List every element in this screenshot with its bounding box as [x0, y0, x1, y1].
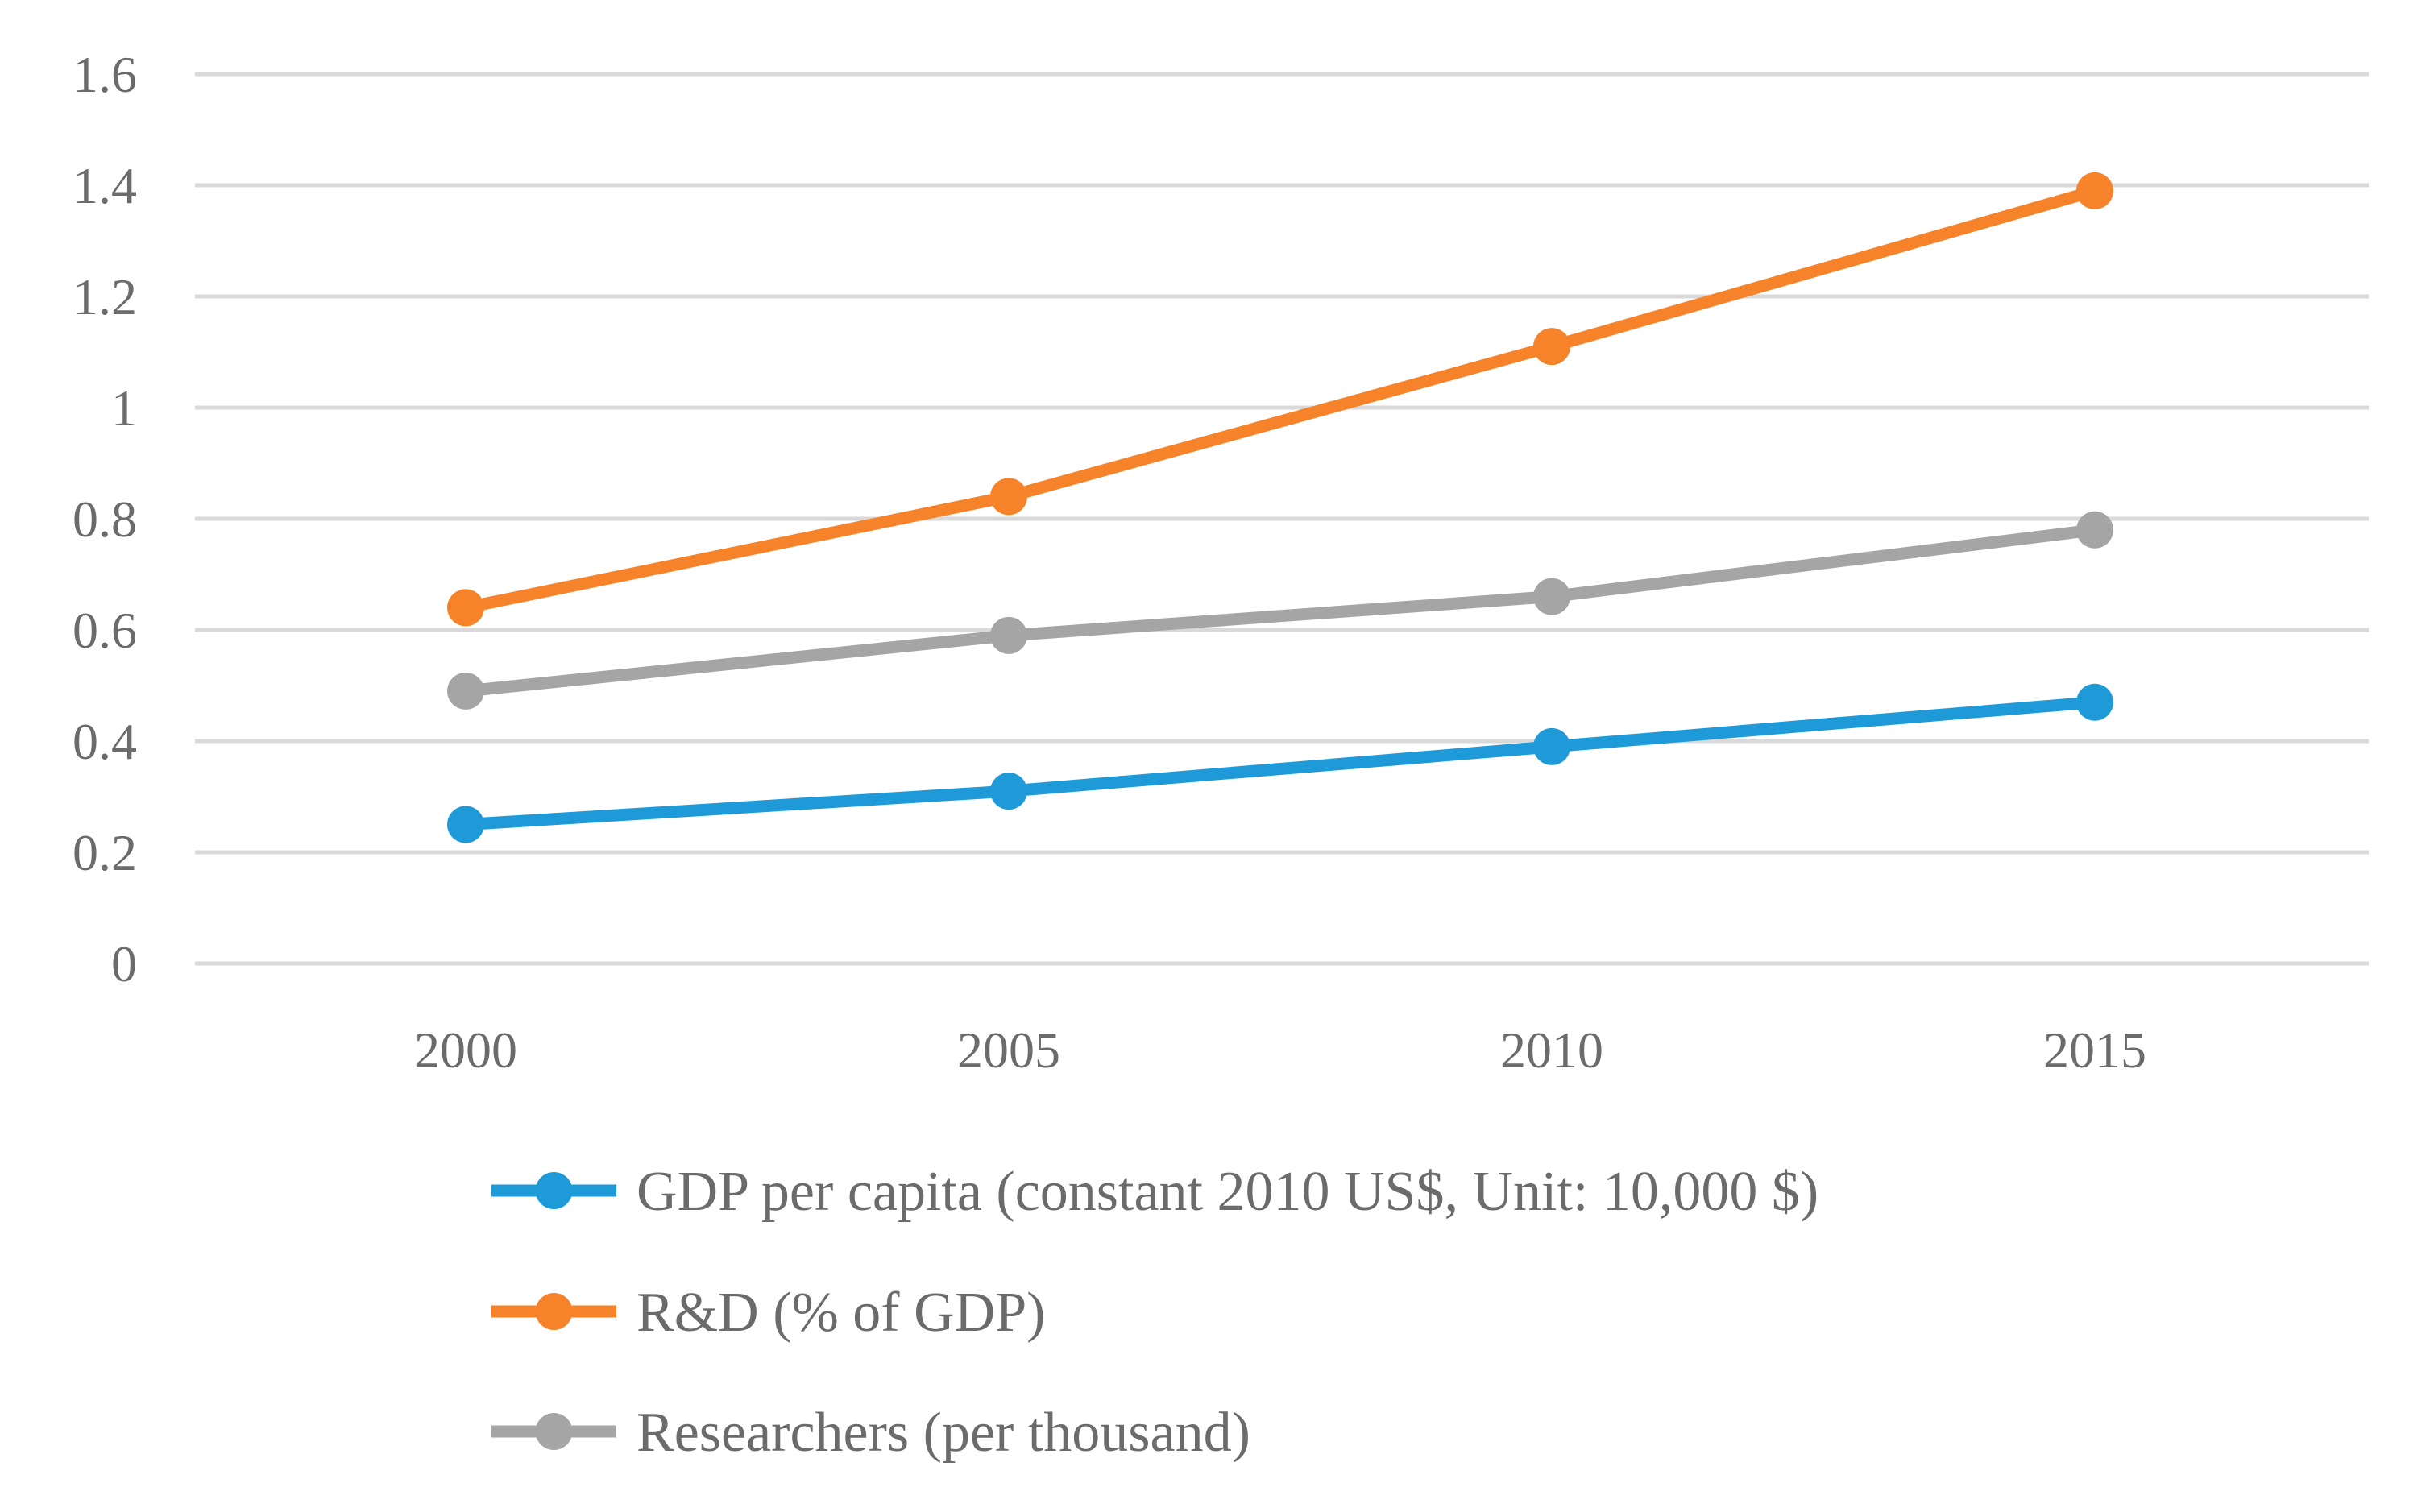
legend-swatch-marker: [535, 1413, 573, 1450]
series-2: [447, 172, 2113, 627]
legend-item: R&D (% of GDP): [491, 1282, 1045, 1344]
x-tick-label: 2010: [1500, 1021, 1603, 1079]
data-point: [2076, 172, 2113, 209]
data-point: [990, 773, 1027, 810]
legend-label: GDP per capita (constant 2010 US$, Unit:…: [637, 1161, 1818, 1223]
data-point: [1533, 578, 1570, 615]
x-tick-label: 2000: [414, 1021, 517, 1079]
x-axis-ticks: 2000 2005 2010 2015: [414, 1021, 2146, 1079]
data-point: [2076, 683, 2113, 721]
y-tick-label: 1.4: [73, 157, 137, 214]
series: [447, 172, 2113, 843]
data-point: [990, 616, 1027, 654]
legend-label: Researchers (per thousand): [637, 1402, 1250, 1464]
data-point: [1533, 727, 1570, 765]
x-tick-label: 2015: [2043, 1021, 2146, 1079]
y-tick-label: 0.8: [73, 491, 137, 548]
y-axis-ticks: 0 0.2 0.4 0.6 0.8 1 1.2 1.4 1.6: [73, 46, 137, 992]
series-3: [447, 511, 2113, 710]
gridlines: [195, 72, 2369, 966]
series-line: [459, 696, 2101, 831]
legend-swatch-marker: [535, 1172, 573, 1209]
legend-label: R&D (% of GDP): [637, 1282, 1045, 1344]
x-tick-label: 2005: [957, 1021, 1060, 1079]
legend-item: Researchers (per thousand): [491, 1402, 1250, 1464]
y-tick-label: 1.6: [73, 46, 137, 103]
data-point: [447, 806, 484, 843]
y-tick-label: 0.4: [73, 713, 137, 770]
legend: GDP per capita (constant 2010 US$, Unit:…: [491, 1161, 1818, 1464]
series-1: [447, 683, 2113, 843]
legend-item: GDP per capita (constant 2010 US$, Unit:…: [491, 1161, 1818, 1223]
y-tick-label: 0: [111, 935, 137, 992]
data-point: [2076, 511, 2113, 549]
data-point: [447, 589, 484, 627]
legend-swatch-marker: [535, 1293, 573, 1330]
series-line: [459, 184, 2101, 614]
series-line: [459, 524, 2101, 698]
y-tick-label: 1.2: [73, 268, 137, 325]
data-point: [1533, 328, 1570, 366]
data-point: [447, 672, 484, 710]
y-tick-label: 1: [111, 379, 137, 437]
y-tick-label: 0.6: [73, 602, 137, 659]
data-point: [990, 478, 1027, 516]
y-tick-label: 0.2: [73, 824, 137, 881]
